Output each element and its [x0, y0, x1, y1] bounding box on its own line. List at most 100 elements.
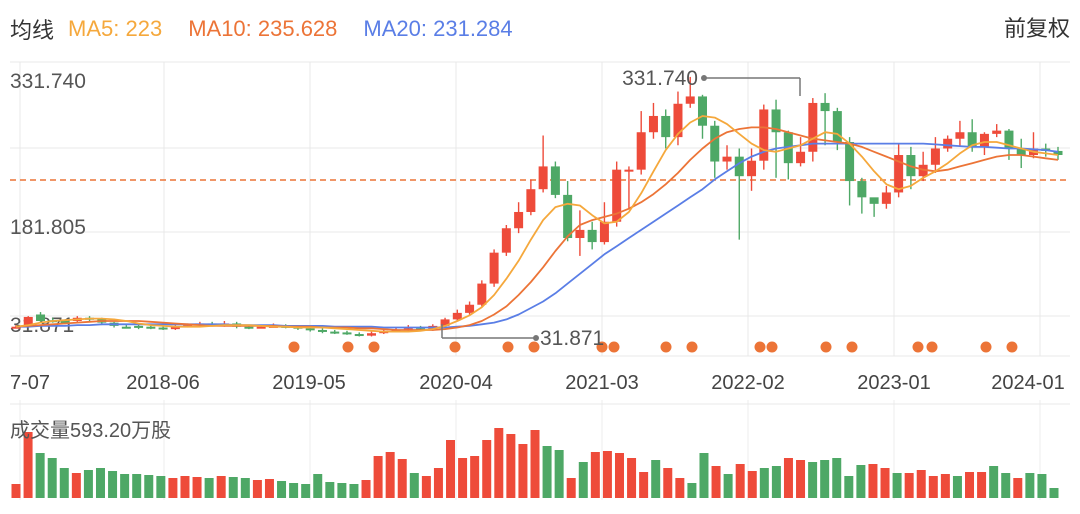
volume-bar [627, 458, 637, 498]
candle-body [599, 221, 609, 243]
signal-dot [342, 341, 354, 353]
volume-bar [1013, 478, 1023, 498]
volume-bar [989, 466, 999, 498]
volume-bar [313, 474, 323, 498]
legend-ma5[interactable]: MA5: 223 [68, 16, 163, 41]
volume-bar [144, 475, 154, 498]
candle-body [563, 194, 573, 239]
volume-bar [639, 472, 649, 498]
signal-dot [608, 341, 620, 353]
candle-body [832, 111, 842, 143]
candle-body [465, 304, 475, 313]
candle-body [1016, 148, 1026, 156]
candle-body [857, 181, 867, 198]
candle-body [796, 151, 806, 164]
candle-body [11, 326, 21, 329]
volume-bar [373, 456, 383, 498]
candle-body [722, 156, 732, 162]
candle-body [648, 115, 658, 133]
volume-bar [433, 468, 443, 498]
candle-body [612, 169, 622, 222]
candle-body [477, 283, 487, 305]
volume-bar [771, 466, 781, 498]
volume-bar [264, 479, 274, 498]
candle-body [256, 326, 266, 329]
volume-bar [977, 472, 987, 498]
volume-bar [252, 480, 262, 498]
volume-bar [83, 470, 93, 498]
candle-body [36, 314, 46, 322]
ma5-line [15, 115, 1059, 333]
volume-bar [168, 478, 178, 498]
candle-body [624, 169, 634, 172]
volume-bar [675, 478, 685, 498]
volume-bar [542, 446, 552, 498]
volume-bar [844, 476, 854, 498]
volume-bar [470, 456, 480, 498]
signal-dots [288, 341, 1018, 353]
signal-dot [926, 341, 938, 353]
volume-bar [95, 468, 105, 498]
volume-bar [832, 458, 842, 498]
adjust-mode-button[interactable]: 前复权 [1003, 16, 1070, 41]
signal-dot [528, 341, 540, 353]
candle-body [1053, 150, 1063, 156]
volume-bar [965, 472, 975, 498]
x-tick-label: 2018-06 [126, 372, 199, 394]
signal-dot [980, 341, 992, 353]
volume-bar [325, 482, 335, 498]
volume-bar [1025, 473, 1035, 498]
ma-lines [15, 115, 1059, 333]
volume-bar [916, 470, 926, 498]
candle-body [440, 319, 450, 326]
candle-body [170, 326, 180, 330]
volume-bar [289, 483, 299, 498]
candle-body [317, 329, 327, 332]
candle-body [121, 326, 131, 329]
volume-bar [11, 484, 21, 498]
volume-bar [192, 477, 202, 498]
candle-body [661, 115, 671, 138]
volume-bar [204, 478, 214, 498]
candle-body [538, 166, 548, 190]
candle-body [158, 327, 168, 330]
candle-body [894, 155, 904, 193]
annotations: 331.740 31.871 [441, 67, 801, 350]
x-tick-label: 2021-03 [565, 372, 638, 394]
volume-bar [71, 473, 81, 498]
volume-bar [904, 473, 914, 498]
candle-body [869, 197, 879, 204]
signal-dot [596, 341, 608, 353]
candle-body [734, 156, 744, 177]
max-marker [701, 75, 707, 81]
candle-body [575, 229, 585, 239]
volume-bar [337, 483, 347, 498]
candle-body [514, 211, 524, 229]
signal-dot [660, 341, 672, 353]
legend-ma20[interactable]: MA20: 231.284 [363, 16, 513, 41]
candle-body [710, 125, 720, 162]
volume-bars [11, 428, 1059, 498]
candle-body [771, 109, 781, 133]
signal-dot [686, 341, 698, 353]
candle-body [967, 132, 977, 147]
volume-bar [796, 460, 806, 498]
candle-body [134, 325, 144, 328]
volume-bar [1001, 473, 1011, 498]
max-annotation: 331.740 [622, 67, 698, 90]
candle-body [452, 312, 462, 320]
ma10-line [15, 126, 1059, 331]
volume-bar [277, 481, 287, 498]
x-tick-label: 2023-01 [857, 372, 930, 394]
signal-dot [288, 341, 300, 353]
volume-bar [397, 459, 407, 498]
volume-bar [747, 471, 757, 498]
volume-bar [35, 453, 45, 498]
x-tick-label: 7-07 [10, 372, 50, 394]
candle-body [992, 130, 1002, 134]
volume-bar [530, 430, 540, 498]
legend-ma10[interactable]: MA10: 235.628 [188, 16, 338, 41]
volume-bar [1049, 488, 1059, 498]
volume-bar [735, 464, 745, 498]
